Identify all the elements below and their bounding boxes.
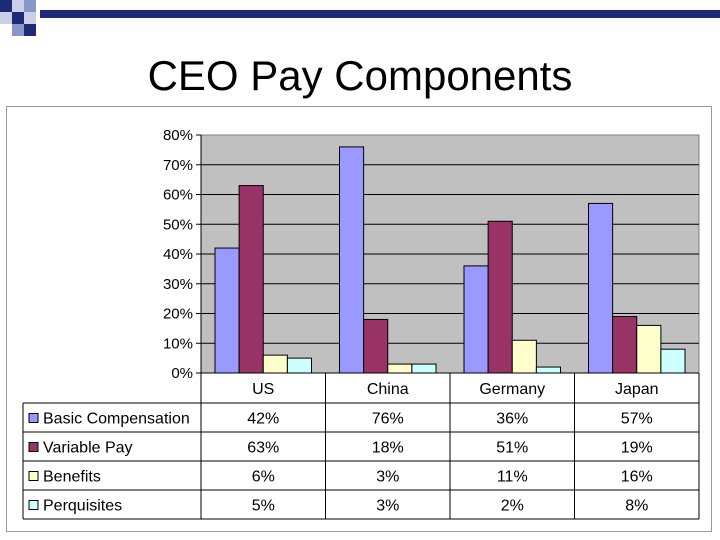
y-tick-label: 80% <box>163 127 193 144</box>
bar-variable-pay <box>238 185 264 374</box>
y-tick-label: 0% <box>171 365 193 382</box>
table-cell-value: 2% <box>501 498 524 515</box>
slide-title: CEO Pay Components <box>147 52 573 99</box>
bar-benefits <box>636 324 662 374</box>
decoration-square <box>0 12 12 24</box>
bar-perquisites <box>535 366 561 374</box>
decoration-square <box>24 0 36 12</box>
table-cell-value: 63% <box>247 440 279 457</box>
table-cell-value: 5% <box>252 498 275 515</box>
table-cell-value: 3% <box>376 498 399 515</box>
bar-variable-pay <box>487 220 513 374</box>
bar-perquisites <box>286 357 312 374</box>
bar-variable-pay <box>612 315 638 374</box>
bar-benefits <box>511 339 537 374</box>
legend-key <box>28 413 39 423</box>
bar-basic-compensation <box>463 265 489 374</box>
table-cell-value: 3% <box>376 469 399 486</box>
category-label: China <box>367 381 409 398</box>
y-tick-label: 70% <box>163 157 193 174</box>
bar-variable-pay <box>363 318 389 374</box>
y-tick-label: 10% <box>163 335 193 352</box>
decoration-square <box>24 12 36 24</box>
decoration-square <box>12 24 24 36</box>
table-cell-value: 42% <box>247 411 279 428</box>
y-tick-label: 50% <box>163 216 193 233</box>
category-label: Germany <box>479 381 545 398</box>
decoration-square <box>0 0 12 12</box>
decoration-bar <box>40 10 720 18</box>
table-cell-value: 19% <box>621 440 653 457</box>
bar-basic-compensation <box>339 146 365 374</box>
legend-key <box>28 500 39 510</box>
table-cell-value: 8% <box>625 498 648 515</box>
bar-perquisites <box>411 363 437 374</box>
bar-benefits <box>262 354 288 374</box>
bar-basic-compensation <box>588 202 614 374</box>
y-tick-label: 20% <box>163 306 193 323</box>
table-cell-value: 6% <box>252 469 275 486</box>
y-tick-label: 40% <box>163 246 193 263</box>
decoration-square <box>12 12 24 24</box>
decoration-square <box>24 24 36 36</box>
table-cell-value: 76% <box>372 411 404 428</box>
category-label: Japan <box>615 381 659 398</box>
bar-perquisites <box>660 348 686 374</box>
bar-benefits <box>387 363 413 374</box>
decoration-square <box>12 0 24 12</box>
legend-label: Basic Compensation <box>43 411 190 428</box>
legend-label: Benefits <box>43 469 101 486</box>
chart-frame: 0% 10% 20% 30% 40% 50% 60% 70% 80% US China Germany… <box>6 106 712 532</box>
table-cell-value: 11% <box>497 469 528 486</box>
legend-label: Perquisites <box>43 498 122 515</box>
legend-key <box>28 442 39 452</box>
table-cell-value: 36% <box>496 411 528 428</box>
corner-decoration <box>0 0 720 36</box>
table-cell-value: 18% <box>372 440 404 457</box>
bar-basic-compensation <box>214 247 240 374</box>
table-cell-value: 16% <box>621 469 653 486</box>
legend-label: Variable Pay <box>43 440 133 457</box>
legend-key <box>28 471 39 481</box>
y-tick-label: 30% <box>163 276 193 293</box>
bar-chart: 0% 10% 20% 30% 40% 50% 60% 70% 80% US China Germany… <box>22 127 700 520</box>
table-cell-value: 51% <box>496 440 528 457</box>
category-label: US <box>252 381 274 398</box>
y-tick-label: 60% <box>163 187 193 204</box>
table-cell-value: 57% <box>621 411 653 428</box>
